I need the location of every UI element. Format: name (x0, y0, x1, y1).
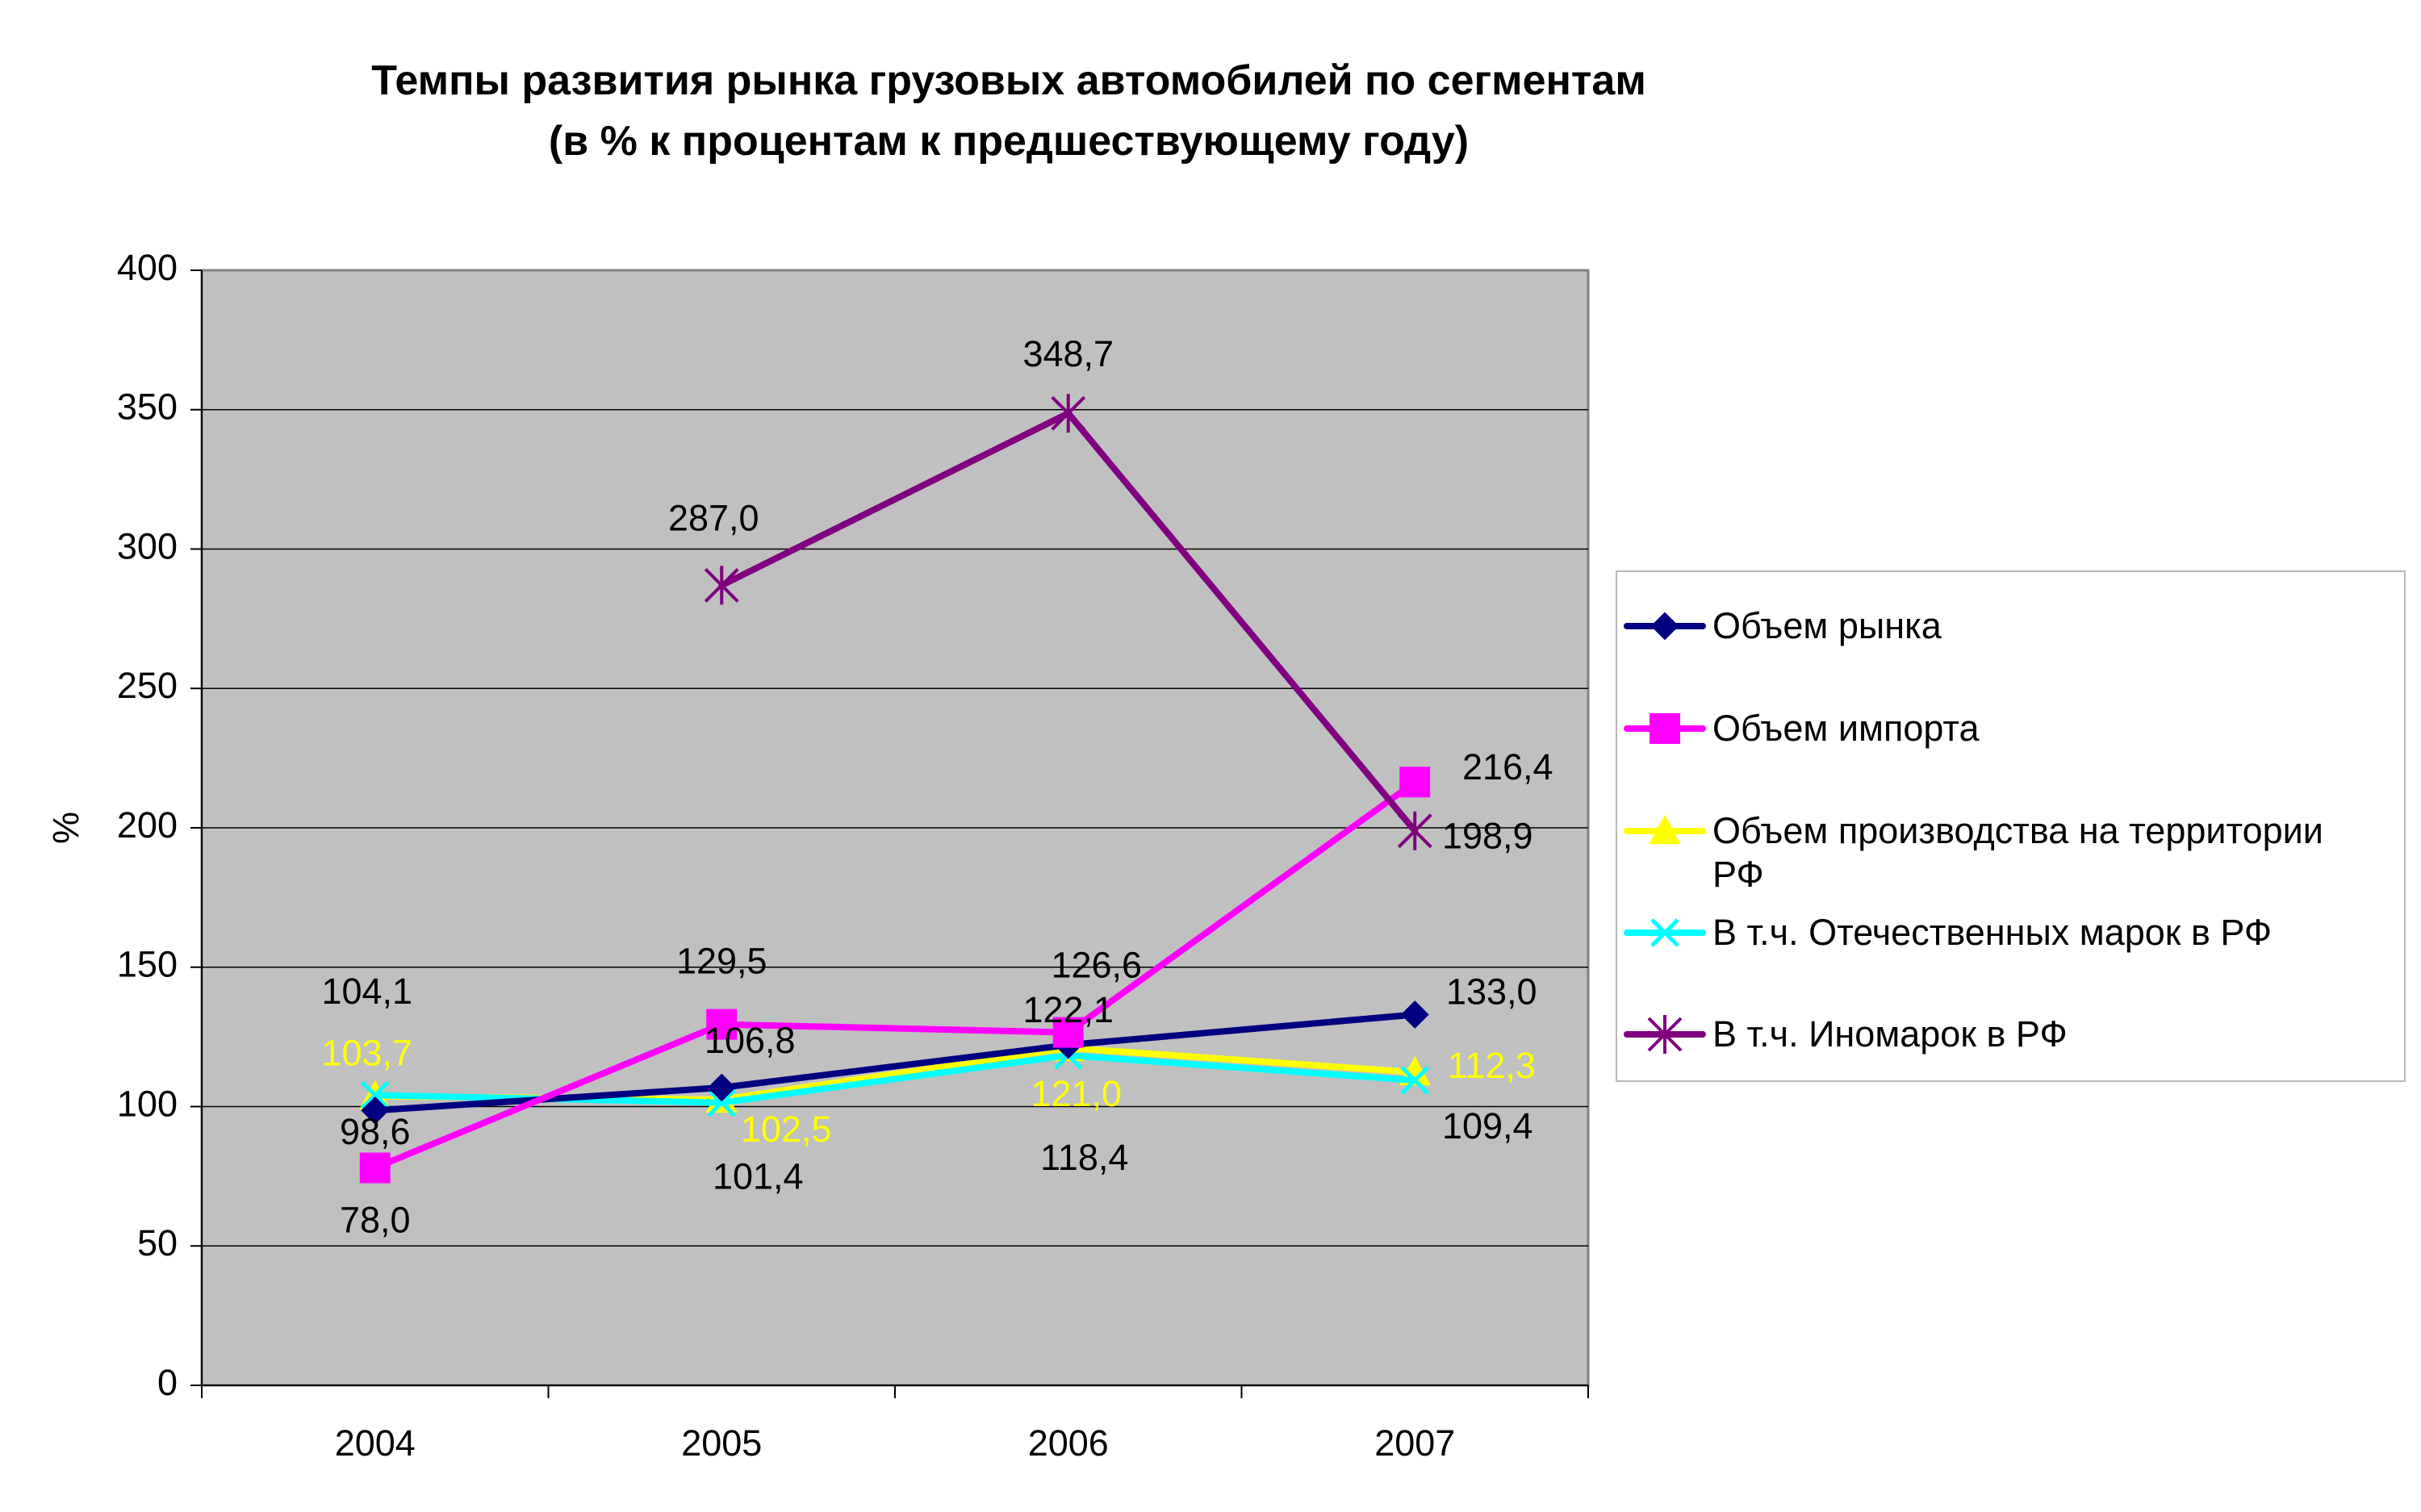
data-label: 109,4 (1442, 1105, 1533, 1147)
legend-marker (1650, 918, 1679, 947)
y-axis-label: % (45, 812, 86, 844)
legend-swatch-import-volume (1624, 713, 1706, 744)
data-label: 112,3 (1448, 1045, 1536, 1086)
y-tick-label: 300 (117, 525, 178, 566)
y-tick-label: 200 (117, 804, 178, 846)
data-label: 78,0 (340, 1199, 411, 1240)
y-tick-label: 50 (137, 1222, 178, 1263)
data-label: 287,0 (668, 497, 759, 538)
data-label: 98,6 (340, 1111, 411, 1152)
data-point (361, 1096, 390, 1125)
marker-stroke (1650, 918, 1679, 947)
y-tick-label: 100 (117, 1083, 178, 1124)
data-label: 198,9 (1442, 816, 1533, 857)
marker-stroke (1400, 1066, 1430, 1095)
data-point (707, 1088, 737, 1117)
data-point (706, 1009, 738, 1040)
legend-swatch-market-volume (1624, 612, 1706, 641)
series-line (371, 779, 1419, 1172)
legend-marker (1650, 713, 1680, 744)
legend-label: Объем рынка (1712, 605, 1942, 646)
data-label: 102,5 (741, 1109, 832, 1150)
data-label: 129,5 (676, 940, 767, 981)
data-label: 121,0 (1031, 1073, 1122, 1114)
data-point (1400, 1066, 1430, 1095)
data-label: 106,8 (705, 1020, 796, 1061)
legend: Объем рынка Объем импорта Объем производ… (1616, 570, 2406, 1082)
x-tick-label: 2004 (335, 1422, 416, 1464)
y-tick-label: 400 (117, 247, 178, 288)
data-label: 101,4 (713, 1156, 804, 1197)
data-label: 104,1 (321, 971, 412, 1012)
chart-title: Темпы развития рынка грузовых автомобиле… (371, 57, 1646, 104)
data-label: 216,4 (1462, 746, 1553, 787)
data-point (1052, 1017, 1084, 1048)
legend-label: Объем производства на территории РФ (1712, 809, 2398, 896)
legend-label: В т.ч. Отечественных марок в РФ (1712, 912, 2273, 953)
legend-label-line2: РФ (1712, 854, 1764, 895)
data-point (359, 1152, 391, 1184)
data-point (360, 1080, 390, 1110)
y-tick-label: 150 (117, 944, 178, 985)
y-tick-label: 0 (157, 1362, 178, 1403)
legend-marker (1649, 814, 1681, 845)
chart-subtitle: (в % к процентам к предшествующему году) (548, 118, 1470, 165)
x-tick-label: 2007 (1374, 1422, 1455, 1464)
data-point (1400, 1000, 1429, 1029)
data-label: 126,6 (1051, 944, 1142, 985)
data-point (707, 1073, 736, 1102)
data-label: 122,1 (1022, 989, 1114, 1030)
legend-label: В т.ч. Иномарок в РФ (1712, 1013, 2068, 1055)
legend-marker (1650, 612, 1679, 641)
x-tick-label: 2006 (1028, 1422, 1109, 1464)
data-point (1399, 766, 1431, 798)
legend-label: Объем импорта (1712, 708, 1980, 749)
series-import-volume (359, 766, 1431, 1184)
y-tick-label: 350 (117, 386, 178, 428)
marker-stroke (707, 1088, 737, 1117)
data-label: 348,7 (1022, 333, 1114, 374)
data-point (1397, 811, 1432, 850)
data-label: 133,0 (1446, 971, 1537, 1012)
marker-stroke (360, 1080, 390, 1110)
y-tick-label: 250 (117, 665, 178, 706)
series-foreign-brands (704, 394, 1432, 850)
legend-label-line1: Объем производства на территории (1712, 810, 2323, 851)
legend-swatch-domestic-brands (1624, 918, 1706, 947)
legend-swatch-foreign-brands (1624, 1015, 1706, 1054)
data-point (1051, 394, 1086, 433)
legend-marker (1647, 1015, 1683, 1054)
data-label: 118,4 (1040, 1137, 1128, 1178)
data-label: 103,7 (321, 1033, 412, 1074)
legend-swatch-production-volume (1624, 814, 1706, 845)
data-point (704, 566, 739, 605)
x-tick-label: 2005 (681, 1422, 762, 1464)
